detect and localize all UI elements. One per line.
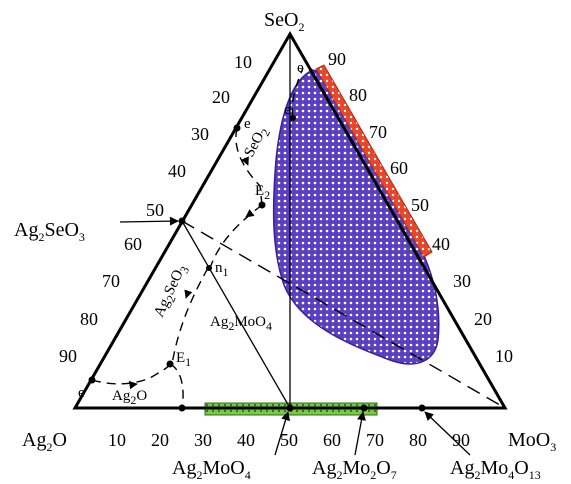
bottom-tick-30: 30 <box>194 430 212 450</box>
left-edge-ticks: 10 20 30 40 50 60 70 80 90 <box>59 52 252 366</box>
left-tick-60: 60 <box>124 234 142 254</box>
points <box>88 115 426 412</box>
point-n1 <box>206 265 212 271</box>
bottom-tick-20: 20 <box>151 430 169 450</box>
arrow-on-curve <box>245 209 255 218</box>
label-ag2o-inner: Ag2O <box>112 388 147 407</box>
point-e-left-edge <box>233 124 241 132</box>
label-ag2moo4-bottom: Ag2MoO4 <box>172 457 251 482</box>
curve-E2-n1 <box>209 204 263 269</box>
left-tick-50: 50 <box>146 200 164 220</box>
left-tick-10: 10 <box>234 52 252 72</box>
bottom-tick-70: 70 <box>366 430 384 450</box>
bottom-tick-50: 50 <box>280 430 298 450</box>
label-ag2moo4-inner: Ag2MoO4 <box>210 314 272 333</box>
label-n1: n1 <box>215 260 229 279</box>
arrow-on-curve <box>184 289 193 299</box>
arrow-ag2mo2o7 <box>354 411 366 456</box>
label-ag2mo4o13: Ag2Mo4O13 <box>450 457 541 482</box>
right-tick-60: 60 <box>390 158 408 178</box>
point-ag2mo2o7 <box>360 404 368 412</box>
curve-E1-e <box>91 363 171 385</box>
label-ag2seo3: Ag2SeO3 <box>14 219 85 244</box>
point-e-low <box>88 376 96 384</box>
left-tick-40: 40 <box>168 161 186 181</box>
curve-e-top <box>291 67 304 118</box>
bottom-tick-40: 40 <box>237 430 255 450</box>
left-tick-70: 70 <box>102 271 120 291</box>
label-e-1: e <box>244 116 251 132</box>
left-tick-90: 90 <box>59 346 77 366</box>
left-tick-20: 20 <box>212 87 230 107</box>
right-tick-90: 90 <box>328 49 346 69</box>
point-ag2moo4 <box>286 404 294 412</box>
arrow-ag2mo4o13 <box>424 411 471 456</box>
label-E1: E1 <box>176 350 191 369</box>
vertex-seo2: SeO2 <box>264 9 304 34</box>
right-edge-ticks: 90 80 70 60 50 40 30 20 10 <box>328 49 513 366</box>
right-tick-50: 50 <box>411 195 429 215</box>
dashed-join <box>181 220 506 409</box>
curve-n1-E1 <box>171 267 209 365</box>
left-tick-30: 30 <box>191 124 209 144</box>
label-e-3: e <box>297 60 304 76</box>
bottom-tick-60: 60 <box>323 430 341 450</box>
solid-solution-region <box>272 69 440 365</box>
arrow-ag2seo3 <box>119 216 179 226</box>
point-ag2mo4o13 <box>418 404 426 412</box>
right-tick-40: 40 <box>432 234 450 254</box>
point-ag2seo3 <box>178 217 186 225</box>
right-tick-70: 70 <box>369 122 387 142</box>
red-band <box>315 64 433 258</box>
arrow-on-curve <box>128 380 138 390</box>
label-e-4: e <box>78 385 85 401</box>
right-tick-30: 30 <box>453 271 471 291</box>
right-tick-80: 80 <box>349 85 367 105</box>
label-ag2mo2o7: Ag2Mo2O7 <box>312 457 397 482</box>
bottom-tick-90: 90 <box>452 430 470 450</box>
point-E1 <box>166 360 174 368</box>
join-ag2seo3-ag2moo4 <box>181 220 291 409</box>
bottom-ticks: 10 20 30 40 50 60 70 80 90 <box>108 430 470 450</box>
curve-label-ag2seo3: Ag2SeO3 <box>151 262 192 321</box>
arrow-ag2moo4 <box>274 411 290 456</box>
bottom-tick-80: 80 <box>409 430 427 450</box>
left-tick-80: 80 <box>80 309 98 329</box>
arrow-on-curve <box>241 156 249 166</box>
point-base-25 <box>178 404 186 412</box>
label-E2: E2 <box>255 183 270 202</box>
right-tick-10: 10 <box>495 346 513 366</box>
point-E2 <box>258 201 266 209</box>
bottom-tick-10: 10 <box>108 430 126 450</box>
label-e-2: e <box>284 102 291 118</box>
vertex-ag2o: Ag2O <box>22 429 67 454</box>
right-tick-20: 20 <box>474 309 492 329</box>
curve-E1-base <box>169 363 184 409</box>
point-e-inner <box>290 115 296 121</box>
vertex-moo3: MoO3 <box>508 429 556 454</box>
